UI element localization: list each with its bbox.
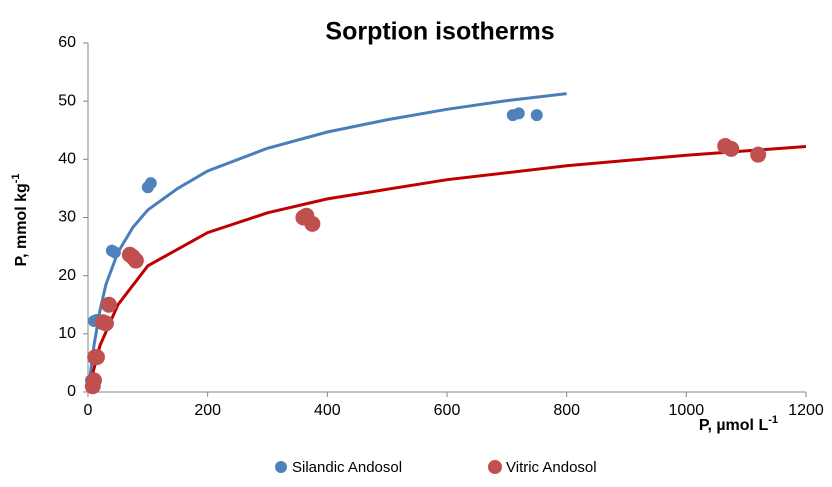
legend-marker	[275, 461, 287, 473]
x-axis-label-sup: -1	[768, 414, 778, 426]
point	[108, 246, 121, 259]
y-tick-label: 10	[58, 325, 76, 342]
x-tick-label: 200	[194, 402, 221, 419]
x-tick-label: 800	[553, 402, 580, 419]
point	[750, 146, 767, 163]
fit-line	[86, 92, 567, 393]
point	[304, 215, 321, 232]
y-axis-label-sup: -1	[10, 173, 22, 183]
x-axis-label: P, µmol L-1	[699, 414, 778, 434]
legend-marker	[488, 460, 502, 474]
y-tick-label: 20	[58, 267, 76, 284]
y-axis-label: P, mmol kg-1	[10, 173, 30, 266]
point	[144, 177, 157, 190]
x-tick-label: 0	[84, 402, 93, 419]
y-tick-label: 0	[67, 383, 76, 400]
chart-title: Sorption isotherms	[325, 18, 554, 46]
y-axis-label-text: P, mmol kg	[13, 183, 30, 266]
x-tick-label: 1000	[669, 402, 705, 419]
y-tick-label: 30	[58, 209, 76, 226]
y-tick-label: 50	[58, 92, 76, 109]
point	[88, 349, 105, 366]
point	[530, 109, 543, 122]
fit-line	[86, 145, 807, 393]
point	[85, 372, 102, 389]
y-tick-label: 60	[58, 34, 76, 51]
x-axis-label-text: P, µmol L	[699, 417, 769, 434]
x-tick-label: 400	[314, 402, 341, 419]
point	[127, 252, 144, 269]
x-tick-label: 600	[434, 402, 461, 419]
y-tick-label: 40	[58, 151, 76, 168]
point	[723, 140, 740, 157]
x-tick-label: 1200	[788, 402, 824, 419]
legend-label: Vitric Andosol	[506, 459, 597, 476]
point	[97, 315, 114, 332]
legend-label: Silandic Andosol	[292, 459, 402, 476]
point	[100, 296, 117, 313]
point	[512, 107, 525, 120]
